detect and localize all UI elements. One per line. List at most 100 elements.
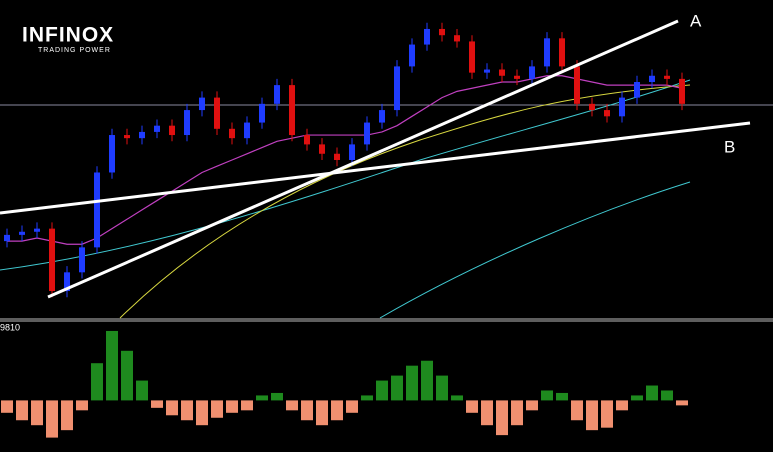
- histogram-bar: [541, 390, 553, 401]
- histogram-bar: [511, 400, 523, 426]
- histogram-bar: [331, 400, 343, 421]
- histogram-bar: [256, 395, 268, 401]
- histogram-bar: [196, 400, 208, 426]
- candle-body: [259, 103, 265, 123]
- histogram-bar: [631, 395, 643, 401]
- candle-body: [19, 231, 25, 235]
- histogram-bar: [76, 400, 88, 411]
- histogram-bar: [301, 400, 313, 421]
- histogram-bar: [526, 400, 538, 411]
- histogram-bar: [421, 360, 433, 401]
- candle-body: [544, 38, 550, 67]
- candle-body: [94, 172, 100, 248]
- histogram-bar: [586, 400, 598, 431]
- candle-body: [484, 69, 490, 73]
- histogram-bar: [91, 363, 103, 401]
- annotation: A: [690, 11, 702, 30]
- indicator-line: [0, 79, 691, 319]
- candle-body: [229, 128, 235, 139]
- indicator-line: [119, 84, 691, 319]
- candle-body: [34, 228, 40, 232]
- histogram-bar: [31, 400, 43, 426]
- candle-body: [574, 66, 580, 104]
- candle-body: [529, 66, 535, 79]
- histogram-bar: [106, 330, 118, 401]
- histogram-bar: [61, 400, 73, 431]
- macd-pane: [1, 330, 688, 438]
- candle-body: [379, 110, 385, 123]
- histogram-bar: [616, 400, 628, 411]
- histogram-bar: [271, 392, 283, 401]
- histogram-bar: [16, 400, 28, 421]
- histogram-bar: [151, 400, 163, 408]
- histogram-bar: [466, 400, 478, 413]
- histogram-bar: [571, 400, 583, 421]
- candle-body: [79, 247, 85, 273]
- candle-body: [334, 153, 340, 160]
- histogram-bar: [361, 395, 373, 401]
- moving-average: [7, 75, 683, 245]
- histogram-bar: [436, 375, 448, 401]
- candle-body: [559, 38, 565, 67]
- candle-body: [619, 97, 625, 117]
- histogram-bar: [226, 400, 238, 413]
- candle-body: [349, 144, 355, 160]
- candle-body: [679, 78, 685, 104]
- histogram-bar: [286, 400, 298, 411]
- candle-body: [514, 75, 520, 79]
- candle-body: [64, 272, 70, 292]
- histogram-bar: [211, 400, 223, 418]
- candle-body: [109, 135, 115, 173]
- histogram-bar: [556, 392, 568, 401]
- histogram-bar: [46, 400, 58, 438]
- candle-body: [364, 122, 370, 145]
- histogram-bar: [136, 380, 148, 401]
- histogram-bar: [121, 350, 133, 401]
- histogram-bar: [166, 400, 178, 416]
- candle-body: [214, 97, 220, 129]
- candle-body: [634, 82, 640, 98]
- candle-body: [424, 28, 430, 45]
- candle-body: [469, 41, 475, 73]
- histogram-bar: [346, 400, 358, 413]
- candle-body: [589, 103, 595, 111]
- histogram-bar: [1, 400, 13, 413]
- histogram-bar: [646, 385, 658, 401]
- candle-body: [199, 97, 205, 111]
- candle-body: [454, 35, 460, 42]
- candle-body: [409, 44, 415, 67]
- candle-body: [604, 110, 610, 117]
- candle-body: [499, 69, 505, 76]
- candle-body: [394, 66, 400, 111]
- histogram-bar: [481, 400, 493, 426]
- logo-tagline: TRADING POWER: [38, 47, 111, 54]
- histogram-bar: [391, 375, 403, 401]
- histogram-bar: [676, 400, 688, 406]
- histogram-bar: [241, 400, 253, 411]
- candle-body: [319, 144, 325, 154]
- logo: INFINOX: [22, 24, 114, 47]
- candle-body: [439, 28, 445, 36]
- candle-body: [289, 85, 295, 136]
- candle-body: [4, 234, 10, 242]
- candle-body: [169, 125, 175, 136]
- histogram-bar: [376, 380, 388, 401]
- histogram-bar: [406, 365, 418, 401]
- histogram-bar: [181, 400, 193, 421]
- trendline-a: [47, 19, 679, 299]
- histogram-bar: [601, 400, 613, 428]
- histogram-bar: [496, 400, 508, 436]
- macd-label: 9810: [0, 322, 20, 332]
- candle-body: [649, 75, 655, 82]
- candle-body: [244, 122, 250, 139]
- candle-body: [154, 125, 160, 132]
- candle-body: [274, 85, 280, 104]
- candle-body: [49, 228, 55, 292]
- price-pane: [4, 22, 685, 298]
- candle-body: [664, 75, 670, 79]
- candle-body: [304, 135, 310, 145]
- candle-body: [184, 110, 190, 136]
- histogram-bar: [661, 390, 673, 401]
